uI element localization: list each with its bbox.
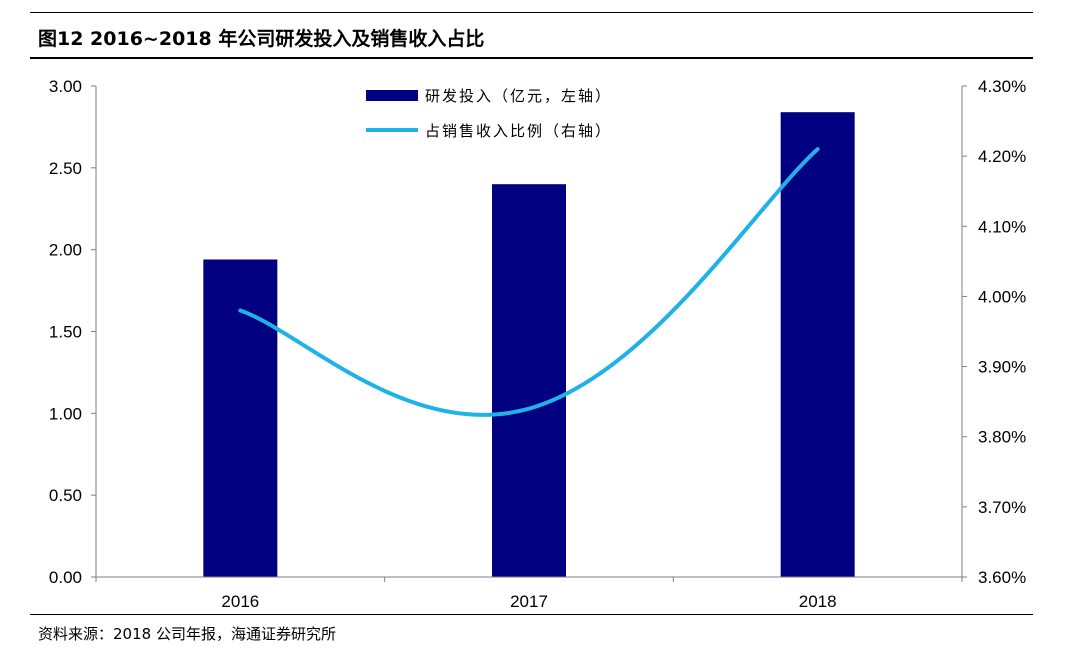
left-tick-label: 2.00 bbox=[49, 241, 82, 260]
legend: 研发投入（亿元，左轴） 占销售收入比例（右轴） bbox=[366, 87, 612, 140]
axes-layer: 0.00 0.50 1.00 1.50 2.00 2.50 3.00 3.60% 3.70% 3.… bbox=[49, 77, 1026, 611]
bar-2018 bbox=[780, 112, 855, 577]
top-rule bbox=[30, 12, 1033, 13]
left-tick-label: 0.50 bbox=[49, 486, 82, 505]
bottom-rule bbox=[30, 614, 1033, 615]
legend-bar-swatch bbox=[366, 90, 418, 101]
x-tick-label: 2017 bbox=[510, 592, 548, 611]
left-tick-label: 2.50 bbox=[49, 159, 82, 178]
bars-layer bbox=[203, 112, 855, 577]
right-tick-label: 4.30% bbox=[978, 77, 1026, 96]
bar-2017 bbox=[492, 184, 566, 577]
line-layer bbox=[238, 147, 820, 417]
bar-2016 bbox=[203, 259, 278, 577]
left-tick-label: 3.00 bbox=[49, 77, 82, 96]
right-tick-label: 3.80% bbox=[978, 428, 1026, 447]
right-tick-label: 4.10% bbox=[978, 217, 1026, 236]
left-tick-label: 1.50 bbox=[49, 323, 82, 342]
x-tick-label: 2016 bbox=[221, 592, 259, 611]
right-tick-label: 3.90% bbox=[978, 358, 1026, 377]
right-tick-label: 3.70% bbox=[978, 498, 1026, 517]
legend-line-label: 占销售收入比例（右轴） bbox=[425, 122, 612, 140]
left-tick-label: 0.00 bbox=[49, 568, 82, 587]
figure-title: 图12 2016~2018 年公司研发投入及销售收入占比 bbox=[38, 28, 485, 50]
x-tick-label: 2018 bbox=[799, 592, 837, 611]
legend-bar-label: 研发投入（亿元，左轴） bbox=[425, 87, 612, 105]
source-note: 资料来源：2018 公司年报，海通证券研究所 bbox=[38, 625, 336, 643]
right-tick-label: 4.20% bbox=[978, 147, 1026, 166]
title-rule bbox=[30, 57, 1033, 59]
ratio-line bbox=[238, 147, 820, 417]
right-tick-label: 4.00% bbox=[978, 287, 1026, 306]
right-tick-label: 3.60% bbox=[978, 568, 1026, 587]
left-tick-label: 1.00 bbox=[49, 404, 82, 423]
